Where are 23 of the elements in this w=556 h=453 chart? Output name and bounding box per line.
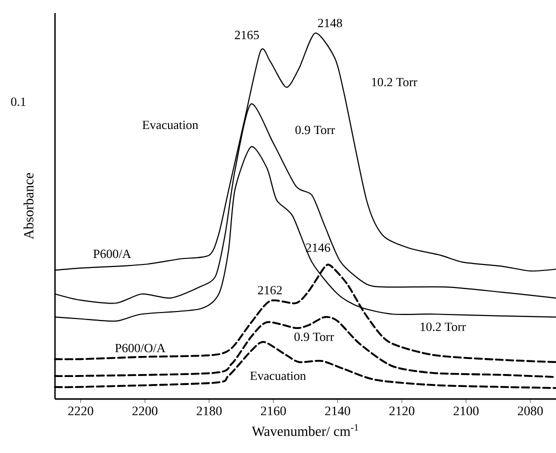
text: 0.1 <box>11 98 26 106</box>
annotation: 10.2 Torr <box>372 78 418 86</box>
annotation: P600/A <box>93 250 132 258</box>
x-tick-label: 2120 <box>389 406 414 416</box>
annotation: P600/O/A <box>115 344 166 352</box>
annotation: 2162 <box>258 286 282 294</box>
annotation: Evacuation <box>250 372 306 380</box>
annotation: 0.9 Torr <box>294 332 334 342</box>
y-axis-title: Absorbance <box>24 173 34 240</box>
x-axis-title: Wavenumber/ cm$^{-1}$ <box>252 424 358 436</box>
x-tick-label: 2180 <box>196 406 222 416</box>
x-tick-label: 2140 <box>325 406 350 416</box>
annotation: Evacuation <box>142 120 198 130</box>
annotation: 2146 <box>306 243 330 252</box>
annotation: 10.2 Torr <box>420 322 466 332</box>
annotation: 0.9 Torr <box>295 126 335 134</box>
text: 2148 <box>318 18 342 28</box>
annotation: 2165 <box>234 30 259 40</box>
x-tick-label: 2160 <box>260 406 286 416</box>
x-tick-label: 2080 <box>518 406 543 416</box>
x-tick-label: 2220 <box>68 406 94 416</box>
x-tick-label: 2100 <box>454 406 479 416</box>
x-tick-label: 2200 <box>132 406 158 416</box>
